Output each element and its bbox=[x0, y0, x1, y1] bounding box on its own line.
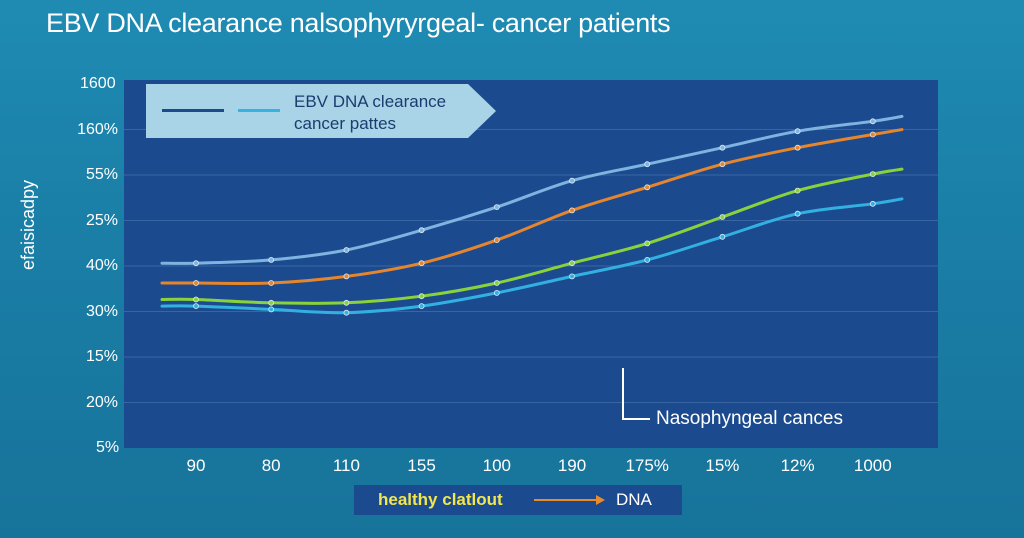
data-point bbox=[418, 293, 425, 300]
y-tick-label: 20% bbox=[85, 393, 118, 411]
data-point bbox=[493, 280, 500, 286]
y-tick-label: 15% bbox=[85, 348, 118, 365]
y-tick-label: 40% bbox=[85, 257, 118, 274]
data-point bbox=[343, 273, 350, 280]
bottom-label-healthy: healthy clatlout bbox=[378, 490, 503, 509]
data-point bbox=[268, 280, 275, 286]
arrow-line bbox=[534, 499, 598, 501]
legend-swatch-dark-blue bbox=[162, 109, 224, 112]
chart-title: EBV DNA clearance nalsophyryrgeal- cance… bbox=[46, 8, 671, 38]
y-tick-label: 160% bbox=[77, 120, 118, 138]
data-point bbox=[794, 128, 801, 135]
data-point bbox=[869, 118, 876, 125]
x-tick-label: 80 bbox=[261, 456, 281, 475]
data-point bbox=[569, 273, 575, 280]
annotation-text: Nasophyngeal cances bbox=[656, 408, 843, 429]
data-point bbox=[418, 303, 425, 310]
data-point bbox=[644, 240, 651, 247]
data-point bbox=[193, 280, 199, 286]
data-point bbox=[493, 237, 500, 244]
data-point bbox=[343, 247, 350, 253]
bottom-label-dna: DNA bbox=[616, 490, 652, 509]
legend-swatch-light-blue bbox=[238, 109, 280, 112]
data-point bbox=[493, 289, 500, 296]
arrow-right-icon bbox=[596, 495, 605, 505]
data-point bbox=[719, 214, 726, 220]
annotation-bracket bbox=[622, 368, 650, 420]
data-point bbox=[869, 131, 876, 138]
legend-label-1: EBV DNA clearance bbox=[294, 92, 447, 111]
y-tick-label: 1600 bbox=[80, 75, 116, 92]
data-point bbox=[343, 299, 350, 306]
x-tick-label: 190 bbox=[557, 456, 587, 475]
data-point bbox=[794, 187, 801, 194]
x-tick-label: 15% bbox=[705, 456, 740, 475]
data-point bbox=[794, 210, 801, 217]
data-point bbox=[193, 260, 199, 267]
y-tick-label: 30% bbox=[85, 302, 118, 320]
y-tick-label: 25% bbox=[85, 211, 118, 229]
x-tick-label: 12% bbox=[780, 456, 815, 475]
legend-label-2: cancer pattes bbox=[294, 114, 397, 133]
data-point bbox=[569, 177, 575, 184]
data-point bbox=[268, 256, 275, 263]
bottom-caption: healthy clatlout DNA bbox=[354, 485, 682, 515]
data-point bbox=[869, 171, 876, 178]
data-point bbox=[794, 144, 801, 151]
data-point bbox=[719, 144, 726, 151]
data-point bbox=[644, 161, 651, 168]
data-point bbox=[418, 227, 425, 234]
data-point bbox=[493, 204, 500, 211]
data-point bbox=[343, 309, 350, 316]
data-point bbox=[193, 303, 199, 310]
data-point bbox=[869, 200, 876, 207]
plot-area bbox=[124, 80, 938, 448]
data-point bbox=[719, 161, 726, 168]
data-point bbox=[268, 299, 275, 306]
x-tick-label: 175% bbox=[625, 456, 669, 475]
x-tick-label: 100 bbox=[482, 456, 511, 475]
data-point bbox=[569, 207, 575, 214]
data-point bbox=[193, 296, 199, 303]
y-tick-label: 55% bbox=[85, 166, 118, 183]
series-line-0 bbox=[160, 114, 904, 265]
series-line-3 bbox=[160, 197, 904, 315]
y-axis-label: efaisicadpy bbox=[18, 179, 38, 270]
data-point bbox=[644, 256, 651, 263]
y-tick-label: 5% bbox=[96, 439, 120, 456]
data-point bbox=[644, 184, 651, 191]
data-point bbox=[268, 306, 275, 313]
x-tick-label: 110 bbox=[332, 456, 360, 475]
data-point bbox=[569, 260, 575, 267]
x-tick-label: 90 bbox=[186, 456, 206, 475]
data-point bbox=[418, 260, 425, 267]
x-tick-label: 155 bbox=[407, 456, 436, 475]
x-tick-label: 1000 bbox=[853, 456, 892, 475]
data-point bbox=[719, 233, 726, 240]
legend: EBV DNA clearance cancer pattes bbox=[146, 84, 496, 138]
